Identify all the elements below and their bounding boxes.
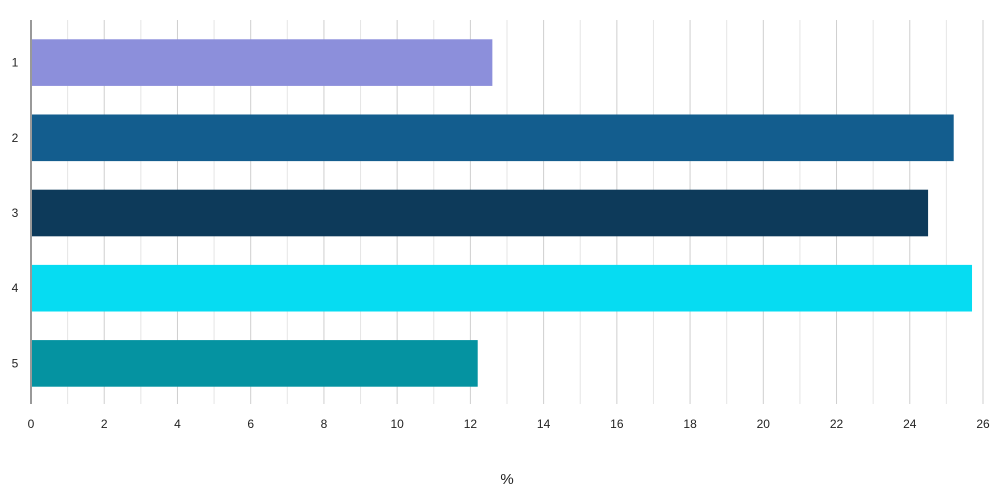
- x-axis-title: %: [500, 471, 513, 488]
- bar-4: [32, 264, 973, 312]
- x-tick-label: 14: [537, 417, 551, 431]
- y-tick-label: 4: [12, 281, 19, 295]
- y-tick-label: 5: [12, 356, 19, 370]
- x-tick-label: 10: [390, 417, 404, 431]
- bar-3: [32, 189, 929, 237]
- x-tick-label: 4: [174, 417, 181, 431]
- bar-5: [32, 340, 478, 387]
- x-tick-label: 20: [757, 417, 771, 431]
- x-tick-label: 26: [976, 417, 990, 431]
- bar-1: [32, 39, 493, 86]
- x-tick-label: 8: [321, 417, 328, 431]
- bar-2: [32, 114, 954, 162]
- x-tick-label: 12: [464, 417, 478, 431]
- x-tick-labels: 0 2 4 6 8 10 12 14 16 18 20 22 24 26: [28, 417, 990, 431]
- y-tick-labels: 1 2 3 4 5: [12, 56, 19, 371]
- y-tick-label: 3: [12, 206, 19, 220]
- x-tick-label: 16: [610, 417, 624, 431]
- x-tick-label: 22: [830, 417, 844, 431]
- y-tick-label: 2: [12, 131, 19, 145]
- x-tick-label: 24: [903, 417, 917, 431]
- x-tick-label: 18: [683, 417, 697, 431]
- x-tick-label: 0: [28, 417, 35, 431]
- x-tick-label: 2: [101, 417, 108, 431]
- x-tick-label: 6: [247, 417, 254, 431]
- bars: [32, 39, 973, 387]
- y-tick-label: 1: [12, 56, 19, 70]
